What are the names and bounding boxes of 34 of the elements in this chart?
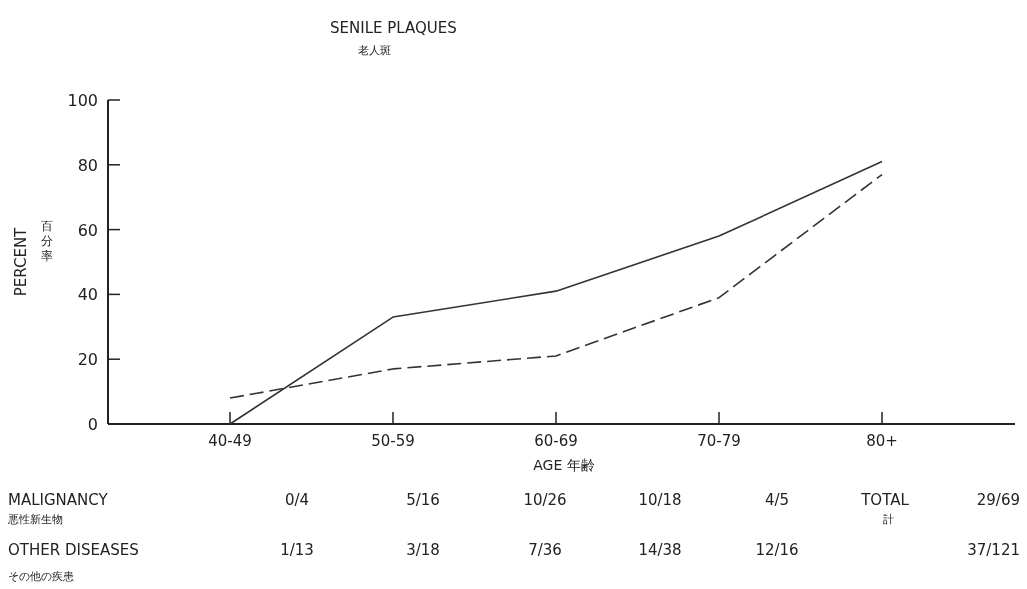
text: 12/16 (755, 541, 799, 559)
text: 0/4 (284, 491, 310, 509)
chart-subtitle: 老人斑 (358, 44, 391, 57)
text: 7/36 (528, 541, 562, 559)
text: 計 (882, 513, 894, 526)
y-tick-label: 20 (77, 350, 98, 370)
text: 10/18 (638, 491, 682, 509)
x-tick-label: 50-59 (371, 432, 415, 450)
text: 37/121 (967, 541, 1020, 559)
x-tick-label: 80+ (866, 432, 898, 450)
text: MALIGNANCY (8, 491, 109, 509)
x-tick-label: 70-79 (697, 432, 741, 450)
y-tick-label: 60 (77, 220, 98, 240)
text: 14/38 (638, 541, 682, 559)
chart-title: SENILE PLAQUES (330, 19, 457, 37)
text: 悪性新生物 (7, 513, 63, 526)
y-tick-label: 0 (87, 415, 98, 434)
text: 4/5 (764, 491, 790, 509)
y-tick-label: 80 (77, 155, 98, 175)
text: 3/18 (406, 541, 440, 559)
x-tick-label: 40-49 (208, 432, 252, 450)
x-tick-label: 60-69 (534, 432, 578, 450)
text: 百分率 (41, 219, 53, 263)
text: 5/16 (406, 491, 440, 509)
text: OTHER DISEASES (8, 541, 139, 559)
x-axis-title: AGE 年齢 (533, 457, 595, 473)
text: 1/13 (280, 541, 314, 559)
y-tick-label: 40 (77, 285, 98, 305)
text: 29/69 (976, 491, 1020, 509)
text: 10/26 (523, 491, 567, 509)
y-axis-title: PERCENT (12, 226, 30, 297)
text: TOTAL (860, 491, 910, 509)
y-tick-label: 100 (67, 91, 98, 110)
text: その他の疾患 (8, 570, 74, 583)
